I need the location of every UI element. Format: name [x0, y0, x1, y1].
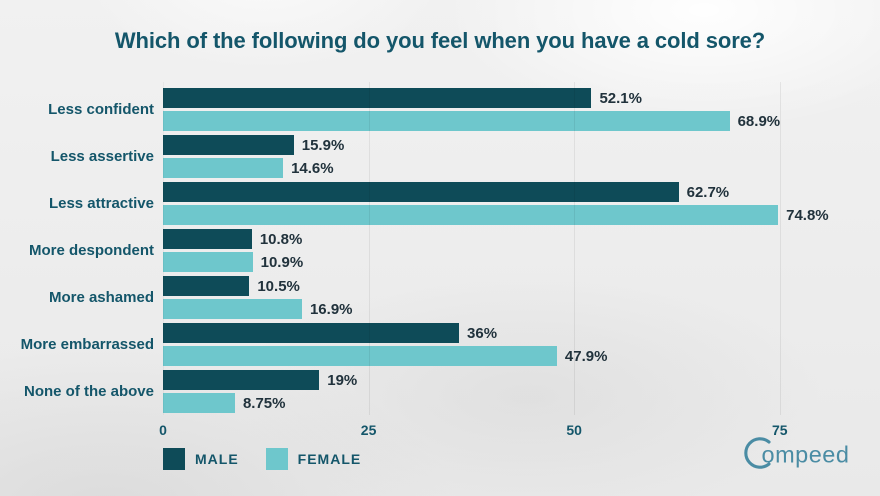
gridline [779, 82, 781, 415]
bar-value-label: 62.7% [686, 183, 730, 201]
bar-value-label: 15.9% [301, 136, 345, 154]
bar-value-label: 19% [327, 371, 358, 389]
plot-area: 52.1% 68.9% 15.9% 14.6% 62.7% 74.8% 10.8% 10.9%… [159, 82, 862, 443]
chart-legend: MALE FEMALE [163, 448, 880, 470]
bar-line: 36% [163, 323, 862, 343]
bar-male [163, 88, 592, 108]
category-label: Less confident [48, 101, 154, 118]
bar-chart: Less confident Less assertive Less attract… [20, 82, 862, 443]
bar-line: 14.6% [163, 158, 862, 178]
bar-male [163, 229, 252, 249]
bar-value-label: 14.6% [291, 159, 334, 177]
category-row: 10.8% 10.9% [163, 227, 862, 274]
legend-label: MALE [195, 451, 239, 467]
legend-swatch [265, 448, 288, 470]
legend-swatch [163, 448, 185, 470]
bar-female [163, 252, 253, 272]
bar-female [163, 393, 235, 413]
bar-female [163, 205, 779, 225]
bar-line: 19% [163, 370, 862, 390]
bar-line: 15.9% [163, 135, 862, 155]
x-axis-tick: 50 [566, 422, 582, 438]
category-row: 10.5% 16.9% [163, 274, 862, 321]
bar-value-label: 74.8% [786, 206, 829, 224]
gridline [163, 82, 164, 415]
category-label: Less assertive [50, 148, 154, 165]
category-row: 52.1% 68.9% [163, 86, 862, 133]
category-label: None of the above [23, 383, 154, 400]
legend-item-male: MALE [163, 448, 239, 470]
x-axis-tick: 75 [771, 422, 788, 438]
bar-male [163, 276, 250, 296]
bar-line: 8.75% [163, 393, 862, 413]
category-label: Less attractive [48, 195, 154, 212]
bar-line: 74.8% [163, 205, 862, 225]
x-axis-tick: 0 [159, 422, 167, 438]
bar-female [163, 346, 557, 366]
category-row: 19% 8.75% [163, 368, 862, 415]
bar-value-label: 47.9% [564, 347, 608, 365]
bar-male [163, 370, 320, 390]
bar-line: 10.8% [163, 229, 862, 249]
bar-value-label: 8.75% [242, 394, 286, 412]
gridline [574, 82, 576, 415]
category-label: More despondent [28, 242, 154, 259]
bar-line: 16.9% [163, 299, 862, 319]
bar-line: 62.7% [163, 182, 862, 202]
bar-male [163, 182, 679, 202]
bar-line: 10.5% [163, 276, 862, 296]
category-row: 36% 47.9% [163, 321, 862, 368]
bar-line: 47.9% [163, 346, 862, 366]
bar-female [163, 299, 302, 319]
legend-label: FEMALE [297, 451, 362, 467]
bar-value-label: 10.5% [257, 277, 300, 295]
bar-value-label: 52.1% [599, 89, 642, 107]
compeed-logo-graphic: ompeed [744, 437, 850, 469]
bars-area: 52.1% 68.9% 15.9% 14.6% 62.7% 74.8% 10.8% 10.9%… [163, 82, 862, 415]
bar-value-label: 36% [467, 324, 498, 342]
chart-title: Which of the following do you feel when … [114, 28, 766, 53]
bar-male [163, 135, 294, 155]
bar-line: 68.9% [163, 111, 862, 131]
bar-value-label: 10.8% [259, 230, 303, 248]
category-row: 15.9% 14.6% [163, 133, 862, 180]
legend-item-female: FEMALE [265, 448, 362, 470]
x-axis-tick: 25 [360, 422, 377, 438]
category-label: More ashamed [48, 289, 154, 306]
x-axis: 0 25 50 75 [159, 415, 862, 443]
bar-female [163, 111, 730, 131]
bar-male [163, 323, 460, 343]
gridline [368, 82, 370, 415]
category-labels-column: Less confident Less assertive Less attract… [20, 86, 163, 443]
bar-line: 10.9% [163, 252, 862, 272]
category-row: 62.7% 74.8% [163, 180, 862, 227]
bar-value-label: 10.9% [260, 253, 304, 271]
bar-value-label: 68.9% [737, 112, 781, 130]
bar-value-label: 16.9% [309, 300, 353, 318]
compeed-logo: ompeed [740, 431, 858, 482]
bar-female [163, 158, 284, 178]
category-label: More embarrassed [20, 336, 154, 353]
svg-text:ompeed: ompeed [762, 442, 850, 468]
bar-line: 52.1% [163, 88, 862, 108]
